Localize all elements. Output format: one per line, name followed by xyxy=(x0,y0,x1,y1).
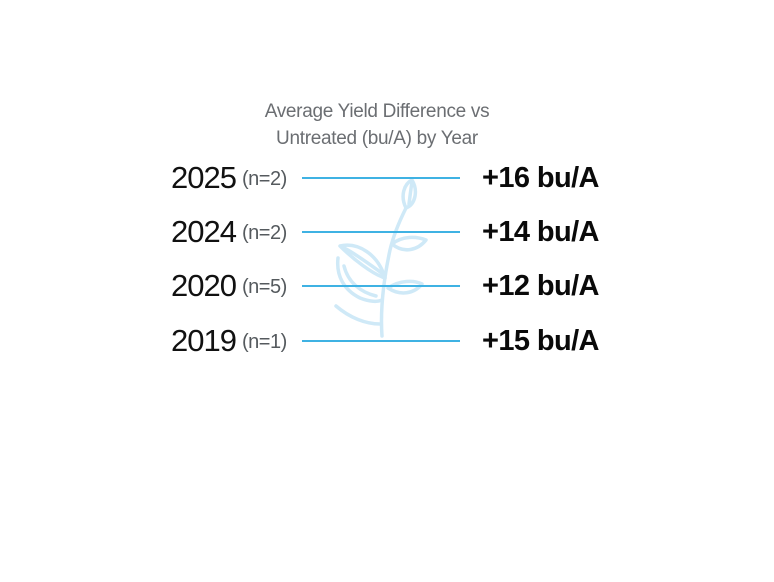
row-value-label: +16 bu/A xyxy=(482,162,599,194)
row-leader-line xyxy=(302,340,460,342)
row-sample-size: (n=1) xyxy=(242,331,287,353)
row-value-label: +15 bu/A xyxy=(482,325,599,357)
chart-title-line-1: Average Yield Difference vs xyxy=(264,101,490,122)
chart-title-line-2: Untreated (bu/A) by Year xyxy=(276,128,478,149)
chart-title: Average Yield Difference vs Untreated (b… xyxy=(247,98,507,152)
row-leader-line xyxy=(302,285,460,287)
plant-sprout-icon xyxy=(334,178,428,338)
row-sample-size: (n=5) xyxy=(242,276,287,298)
row-year: 2019 xyxy=(171,323,237,358)
row-year: 2025 xyxy=(171,160,237,195)
row-sample-size: (n=2) xyxy=(242,168,287,190)
row-sample-size: (n=2) xyxy=(242,222,287,244)
row-value-label: +12 bu/A xyxy=(482,270,599,302)
table-row: 2025 (n=2) +16 bu/A xyxy=(0,158,774,198)
table-row: 2020 (n=5) +12 bu/A xyxy=(0,266,774,306)
table-row: 2019 (n=1) +15 bu/A xyxy=(0,321,774,361)
row-value-label: +14 bu/A xyxy=(482,216,599,248)
table-row: 2024 (n=2) +14 bu/A xyxy=(0,212,774,252)
row-leader-line xyxy=(302,177,460,179)
row-year: 2020 xyxy=(171,268,237,303)
row-leader-line xyxy=(302,231,460,233)
row-year: 2024 xyxy=(171,214,237,249)
